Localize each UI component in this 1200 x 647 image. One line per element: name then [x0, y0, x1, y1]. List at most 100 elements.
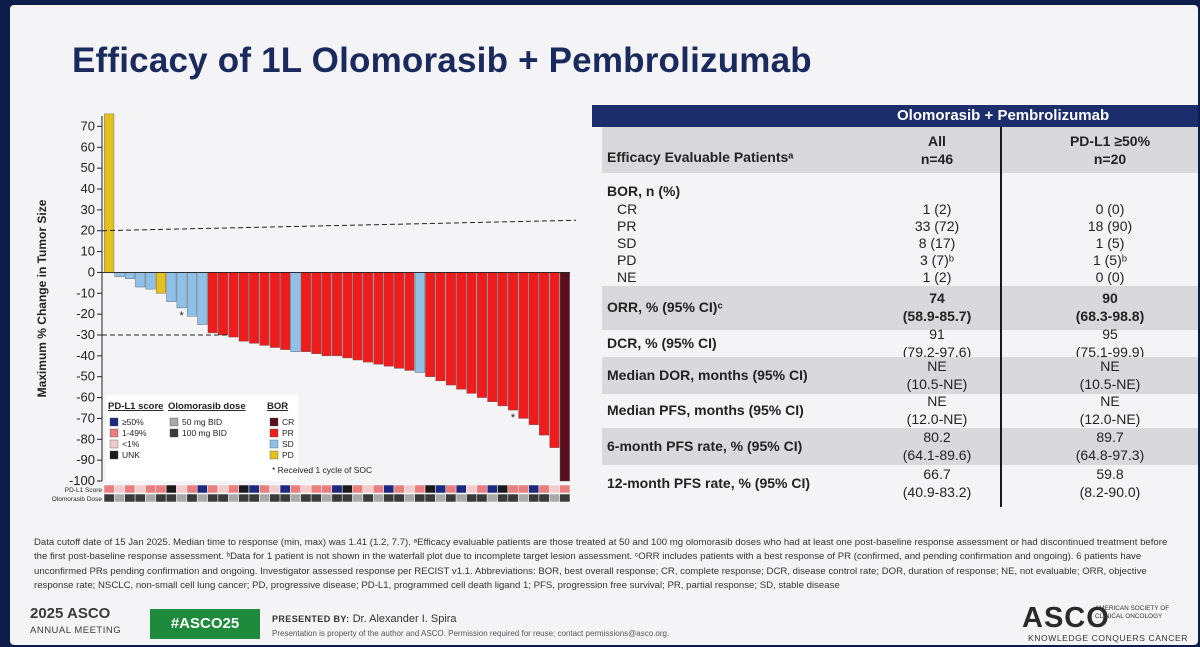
bor-row-all: 1 (2) — [922, 201, 952, 217]
y-tick-label: 70 — [81, 118, 95, 133]
asco-logo: ASCO — [1022, 602, 1110, 634]
pdl1-cell — [393, 484, 405, 494]
legend-label-dose: 50 mg BID — [182, 417, 222, 427]
bor-row-label: CR — [617, 201, 638, 217]
dose-cell — [259, 493, 270, 503]
dose-cell — [248, 493, 260, 503]
waterfall-bar — [466, 272, 477, 394]
y-tick-label: -10 — [76, 285, 95, 300]
legend-label-pdl1: UNK — [122, 450, 140, 460]
dose-cell — [114, 493, 125, 503]
waterfall-bar — [363, 272, 374, 363]
metric-pdl1-ci: (68.3-98.8) — [1075, 308, 1145, 324]
y-tick-label: 60 — [81, 139, 95, 154]
y-tick-label: -30 — [76, 327, 95, 342]
legend-swatch-pdl1 — [109, 450, 119, 460]
pdl1-cell — [217, 484, 229, 494]
pdl1-cell — [507, 484, 519, 494]
table-row: BOR, n (%) CR 1 (2) 0 (0) PR 33 (72) 18 (90) SD… — [602, 177, 1198, 287]
waterfall-bar — [477, 272, 487, 398]
table-group-header: Olomorasib + Pembrolizumab — [592, 105, 1198, 127]
bor-row-pdl1: 1 (5)ᵇ — [1092, 252, 1128, 268]
bor-row-label: PD — [617, 252, 637, 268]
dose-cell — [186, 493, 198, 503]
dose-cell — [124, 493, 136, 503]
waterfall-bar — [394, 272, 405, 369]
dose-cell — [207, 493, 219, 503]
asco-meeting-subtitle: ANNUAL MEETING — [30, 625, 122, 636]
dose-cell — [155, 493, 167, 503]
metric-label: DCR, % (95% CI) — [607, 335, 717, 351]
waterfall-bar — [342, 272, 353, 359]
dose-cell — [165, 493, 177, 503]
metric-pdl1-ci: (75.1-99.9) — [1075, 344, 1145, 360]
waterfall-bar — [269, 272, 280, 348]
pdl1-cell — [549, 484, 560, 494]
table-row: Median DOR, months (95% CI) NE (10.5-NE) NE… — [602, 357, 1198, 394]
waterfall-bar — [425, 272, 436, 377]
dose-cell — [528, 493, 540, 503]
presenter-line: PRESENTED BY: Dr. Alexander I. Spira — [272, 613, 457, 625]
dose-cell — [300, 493, 312, 503]
pdl1-cell — [528, 484, 540, 494]
dose-cell — [238, 493, 250, 503]
dose-cell — [538, 493, 550, 503]
dose-cell — [383, 493, 395, 503]
dose-cell — [269, 493, 281, 503]
pdl1-cell — [352, 484, 364, 494]
pdl1-cell — [466, 484, 478, 494]
bor-label: BOR, n (%) — [607, 183, 681, 199]
dose-cell — [424, 493, 436, 503]
asco-logo-subtitle: AMERICAN SOCIETY OF CLINICAL ONCOLOGY — [1095, 605, 1170, 620]
waterfall-bar — [311, 272, 322, 354]
bor-row-all: 3 (7)ᵇ — [919, 252, 955, 268]
bor-row-all: 8 (17) — [918, 235, 956, 251]
dose-cell — [217, 493, 229, 503]
reference-line-20 — [101, 219, 577, 232]
y-tick-label: 10 — [81, 244, 95, 259]
table-row: ORR, % (95% CI)ᶜ 74 (58.9-85.7) 90 (68.3-98.… — [602, 286, 1198, 330]
pdl1-cell — [145, 484, 157, 494]
waterfall-bar — [197, 272, 208, 325]
pdl1-cell — [134, 484, 146, 494]
dose-cell — [476, 493, 488, 503]
waterfall-bar — [228, 272, 239, 338]
metric-all-ci: (12.0-NE) — [906, 411, 968, 427]
pdl1-cell — [362, 484, 374, 494]
metric-pdl1-value: NE — [1100, 358, 1120, 374]
pdl1-cell — [310, 484, 322, 494]
waterfall-bar — [124, 272, 135, 279]
legend-label-pdl1: ≥50% — [122, 417, 144, 427]
metric-all-value: NE — [927, 393, 947, 409]
dose-cell — [310, 493, 322, 503]
waterfall-bar — [352, 272, 363, 361]
pdl1-cell — [538, 484, 550, 494]
pdl1-cell — [559, 484, 571, 494]
y-tick-label: -20 — [76, 306, 95, 321]
pdl1-cell — [517, 484, 529, 494]
dose-cell — [455, 493, 467, 503]
metric-pdl1-value: 59.8 — [1096, 466, 1124, 482]
metric-pdl1-value: 90 — [1102, 290, 1118, 306]
dose-cell — [497, 493, 509, 503]
bor-row-label: SD — [617, 235, 637, 251]
waterfall-bar — [539, 272, 550, 436]
dose-cell — [331, 493, 343, 503]
dose-cell — [228, 493, 239, 503]
waterfall-bar — [259, 272, 270, 346]
pdl1-cell — [228, 484, 239, 494]
dose-cell — [486, 493, 498, 503]
waterfall-bar — [508, 272, 519, 411]
metric-pdl1-value: 95 — [1102, 326, 1118, 342]
patients-pdl1-label: PD-L1 ≥50% — [1069, 133, 1151, 149]
pdl1-cell — [404, 484, 415, 494]
waterfall-bar — [456, 272, 467, 390]
y-tick-label: -40 — [76, 348, 95, 363]
pdl1-cell — [259, 484, 270, 494]
pdl1-cell — [300, 484, 312, 494]
waterfall-bar — [207, 272, 218, 334]
pdl1-cell — [196, 484, 208, 494]
pdl1-cell — [424, 484, 436, 494]
patients-pdl1-n: n=20 — [1093, 151, 1127, 167]
pdl1-cell — [445, 484, 457, 494]
